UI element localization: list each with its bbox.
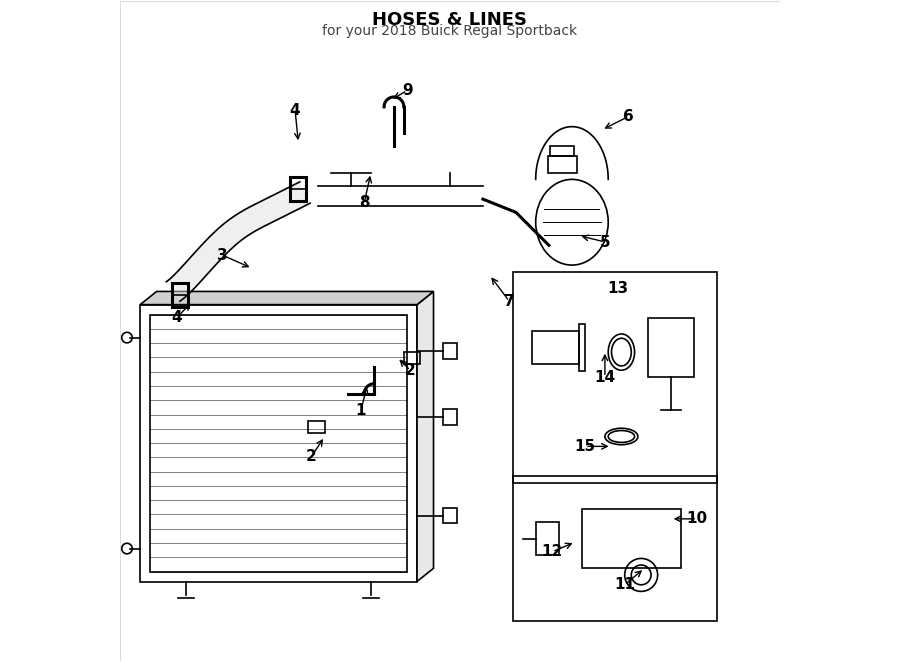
Bar [550,146,574,156]
Polygon shape [140,291,434,305]
Text: 14: 14 [594,369,616,385]
Text: 12: 12 [542,544,562,559]
Text: HOSES & LINES: HOSES & LINES [373,11,527,29]
Text: 2: 2 [405,363,416,378]
Text: 4: 4 [171,310,182,325]
Text: 15: 15 [574,439,596,454]
Bar [444,343,456,359]
Text: for your 2018 Buick Regal Sportback: for your 2018 Buick Regal Sportback [322,24,578,38]
Bar [309,421,325,433]
Text: 9: 9 [401,83,412,98]
PathPatch shape [166,182,310,301]
Text: 7: 7 [504,294,515,309]
Text: 3: 3 [217,248,228,263]
Bar [513,271,717,483]
Text: 8: 8 [359,195,370,210]
Bar [444,409,456,424]
Text: 10: 10 [687,511,707,526]
Text: 4: 4 [290,103,301,118]
Bar [579,324,585,371]
Text: 5: 5 [599,234,610,250]
Bar [444,508,456,524]
Bar [648,318,694,377]
Bar [513,476,717,621]
Text: 2: 2 [306,449,317,464]
Text: 6: 6 [623,109,634,124]
Text: 11: 11 [614,577,635,592]
Bar [547,156,577,173]
Text: 1: 1 [356,402,366,418]
Bar [536,522,559,555]
Bar [404,352,420,364]
Bar [533,331,579,364]
Bar [581,509,680,568]
Bar [172,283,187,307]
Polygon shape [417,291,434,581]
Text: 13: 13 [608,281,629,296]
Bar [291,177,306,201]
